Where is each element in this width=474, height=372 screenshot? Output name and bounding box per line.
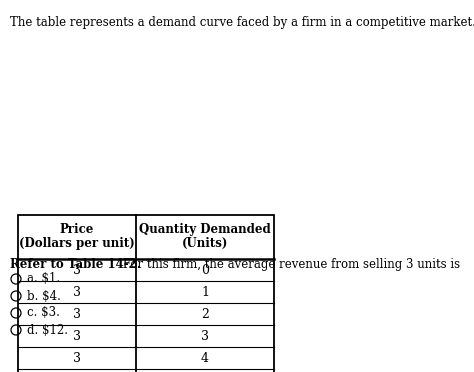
Text: 1: 1: [201, 285, 209, 298]
Text: 0: 0: [201, 263, 209, 276]
Text: Quantity Demanded: Quantity Demanded: [139, 223, 271, 236]
Text: b. $4.: b. $4.: [27, 289, 61, 302]
Text: 4: 4: [201, 352, 209, 365]
Text: c. $3.: c. $3.: [27, 307, 60, 320]
Bar: [18, 215, 274, 372]
Text: 3: 3: [73, 263, 81, 276]
Text: 3: 3: [73, 308, 81, 321]
Text: (Units): (Units): [182, 237, 228, 250]
Text: (Dollars per unit): (Dollars per unit): [19, 237, 135, 250]
Text: 3: 3: [73, 330, 81, 343]
Text: 3: 3: [201, 330, 209, 343]
Text: 3: 3: [73, 352, 81, 365]
Text: For this firm, the average revenue from selling 3 units is: For this firm, the average revenue from …: [119, 258, 460, 271]
Text: a. $1.: a. $1.: [27, 273, 60, 285]
Text: 3: 3: [73, 285, 81, 298]
Text: Refer to Table 14-2.: Refer to Table 14-2.: [10, 258, 141, 271]
Text: 2: 2: [201, 308, 209, 321]
Text: The table represents a demand curve faced by a firm in a competitive market.: The table represents a demand curve face…: [10, 16, 474, 29]
Text: d. $12.: d. $12.: [27, 324, 68, 337]
Text: Price: Price: [60, 223, 94, 236]
